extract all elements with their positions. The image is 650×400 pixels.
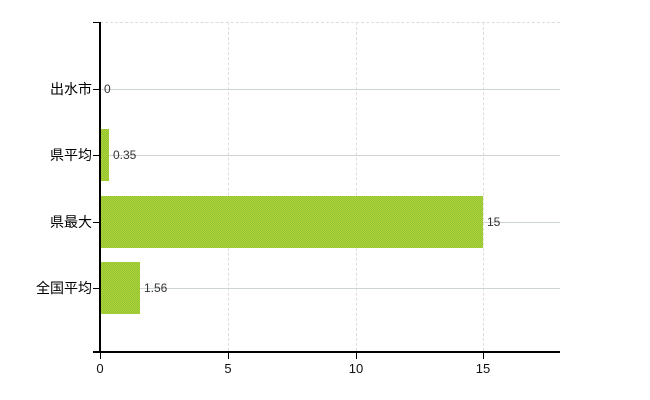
x-axis-tick [483,353,484,359]
x-tick-label: 10 [348,361,364,376]
y-axis-tick [93,222,100,223]
bar-value-label: 15 [487,215,501,229]
bar [100,196,483,248]
y-axis-tick [93,155,100,156]
y-axis-tick [93,288,100,289]
category-label: 県平均 [50,147,92,163]
category-label: 出水市 [50,81,92,97]
x-axis-tick [100,353,101,359]
vertical-gridline [483,22,484,351]
y-axis-tick [93,89,100,90]
x-tick-label: 5 [224,361,232,376]
vertical-gridline [228,22,229,351]
bar-value-label: 1.56 [144,281,168,295]
x-tick-label: 15 [475,361,491,376]
x-axis [93,351,560,353]
x-tick-label: 0 [96,361,104,376]
horizontal-gridline [100,89,560,90]
horizontal-gridline [100,288,560,289]
y-axis-tick [93,22,100,23]
bar [100,129,109,181]
x-axis-tick [356,353,357,359]
category-label: 県最大 [50,214,92,230]
x-axis-tick [228,353,229,359]
vertical-gridline [356,22,357,351]
y-axis [99,22,101,353]
category-label: 全国平均 [36,280,92,296]
bar-value-label: 0 [104,82,111,96]
bar-value-label: 0.35 [113,148,137,162]
horizontal-gridline [100,155,560,156]
bar [100,262,140,314]
plot-top-border [100,22,560,23]
